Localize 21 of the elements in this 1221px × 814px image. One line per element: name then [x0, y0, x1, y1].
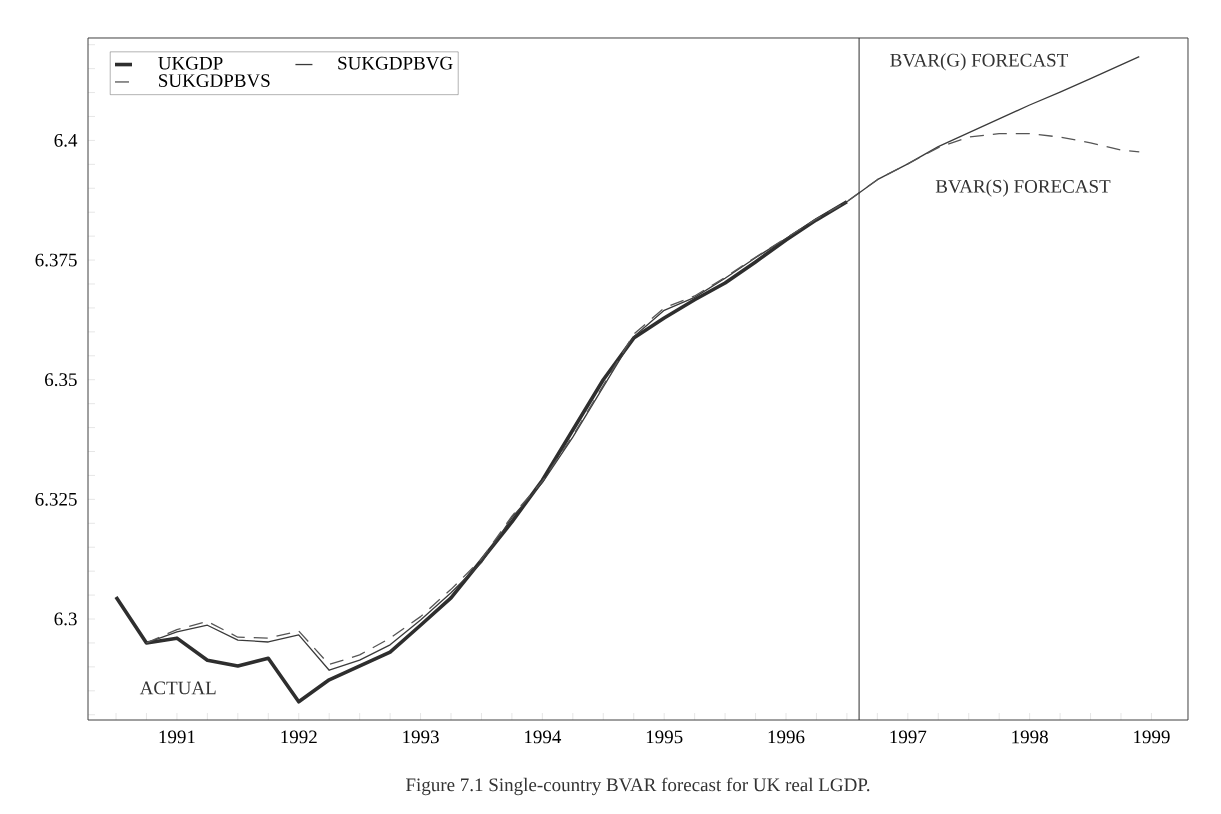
legend-label: UKGDP: [158, 56, 223, 70]
x-tick-label: 1999: [1134, 730, 1170, 744]
legend-label: SUKGDPBVS: [159, 74, 270, 88]
annotation: BVAR(S) FORECAST: [935, 179, 1111, 197]
y-tick-label: 6.35: [45, 373, 77, 387]
y-tick-label: 6.375: [35, 253, 77, 267]
x-tick-label: 1994: [525, 730, 562, 744]
x-tick-label: 1998: [1012, 730, 1048, 744]
y-tick-label: 6.3: [54, 612, 77, 626]
caption: Figure 7.1 Single-country BVAR forecast for UK real LGDP.: [406, 777, 870, 796]
x-tick-label: 1997: [890, 730, 927, 744]
y-tick-label: 6.325: [35, 492, 77, 506]
x-tick-label: 1991: [159, 730, 195, 744]
x-tick-label: 1996: [768, 730, 805, 744]
legend-label: SUKGDPBVG: [338, 56, 453, 70]
x-tick-label: 1995: [646, 730, 683, 744]
x-tick-label: 1993: [403, 730, 439, 744]
y-tick-label: 6.4: [54, 133, 78, 147]
annotation: ACTUAL: [139, 681, 216, 695]
annotation: BVAR(G) FORECAST: [890, 53, 1068, 71]
x-tick-label: 1992: [281, 730, 317, 744]
